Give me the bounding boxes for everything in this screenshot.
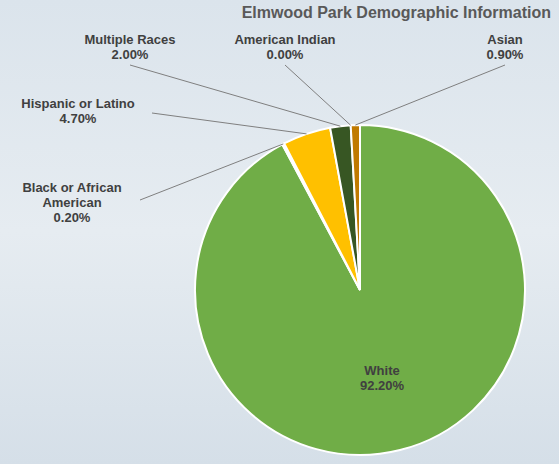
svg-text:White92.20%: White92.20% (360, 363, 405, 393)
svg-text:American Indian0.00%: American Indian0.00% (234, 32, 335, 62)
html-text:Elmwood Park Demographic Infor: Elmwood Park Demographic Information (241, 4, 551, 21)
svg-text:Asian0.90%: Asian0.90% (487, 32, 524, 62)
svg-text:Hispanic or Latino4.70%: Hispanic or Latino4.70% (21, 96, 134, 126)
svg-text:Black or AfricanAmerican0.20%: Black or AfricanAmerican0.20% (22, 180, 121, 225)
svg-text:Multiple Races2.00%: Multiple Races2.00% (84, 32, 175, 62)
